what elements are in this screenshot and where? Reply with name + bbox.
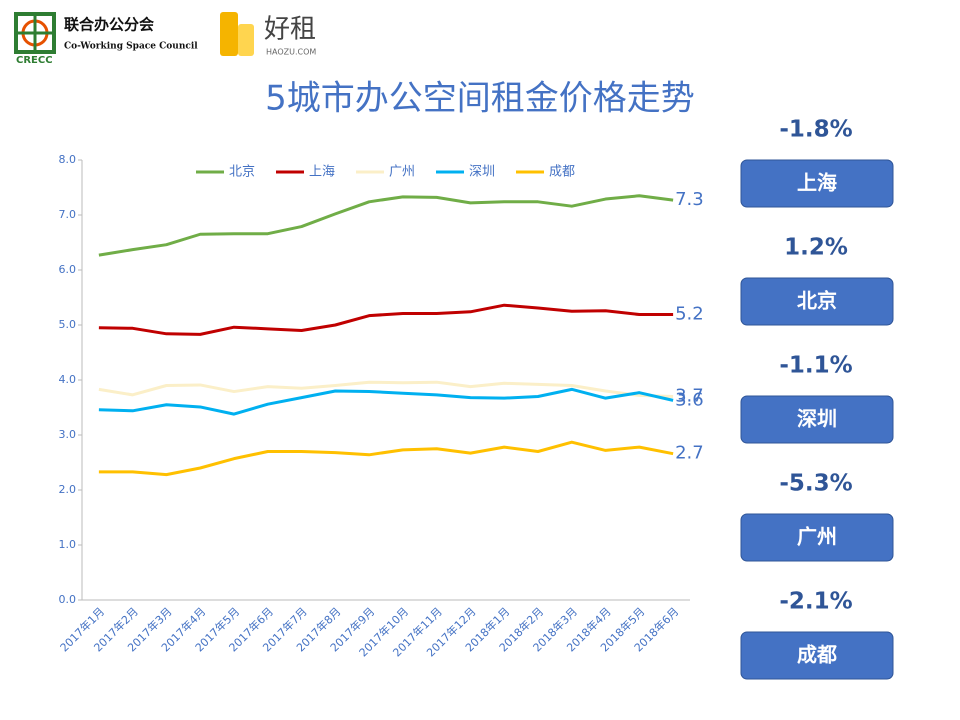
y-tick-label: 5.0 [59,318,77,331]
data-label: 2.7 [675,443,704,464]
y-tick-label: 7.0 [59,208,77,221]
change-value: -1.8% [779,117,852,143]
data-label: 7.3 [675,189,704,210]
brand-url: HAOZU.COM [266,48,316,57]
change-value: -2.1% [779,589,852,615]
y-tick-label: 2.0 [59,483,77,496]
city-box [740,631,894,680]
chart-title: 5城市办公空间租金价格走势 [265,79,695,119]
data-label: 3.7 [675,386,704,407]
legend-label: 深圳 [469,165,495,180]
series-line [98,303,674,336]
brand-logo [220,12,254,56]
change-value: 1.2% [784,235,848,261]
legend-label: 广州 [389,165,415,180]
series-line [98,380,674,398]
org-abbr: CRECC [16,55,53,66]
logo-block [238,24,254,56]
y-tick-label: 0.0 [59,593,77,606]
city-box [740,277,894,326]
change-value: -5.3% [779,471,852,497]
city-box [740,513,894,562]
city-name: 深圳 [797,407,837,431]
y-tick-label: 6.0 [59,263,77,276]
data-label: 3.6 [675,389,704,410]
y-tick-label: 4.0 [59,373,77,386]
city-box [740,159,894,208]
logo-block [220,12,238,56]
legend-label: 上海 [309,165,335,180]
y-tick-label: 1.0 [59,538,77,551]
series-line [98,440,674,477]
logo-frame [14,12,56,54]
city-box [740,395,894,444]
legend-label: 北京 [229,165,255,180]
city-name: 成都 [797,643,837,667]
org-english: Co-Working Space Council [64,42,198,52]
city-name: 上海 [797,171,837,195]
city-name: 广州 [797,525,837,549]
org-name: 联合办公分会 [64,16,154,34]
change-value: -1.1% [779,353,852,379]
legend-label: 成都 [549,165,575,180]
city-name: 北京 [797,289,837,313]
y-tick-label: 8.0 [59,153,77,166]
series-line [98,387,674,416]
org-logo [14,12,56,54]
brand: 好租 [264,15,316,45]
series-line [98,194,674,257]
data-label: 5.2 [675,304,704,325]
y-tick-label: 3.0 [59,428,77,441]
